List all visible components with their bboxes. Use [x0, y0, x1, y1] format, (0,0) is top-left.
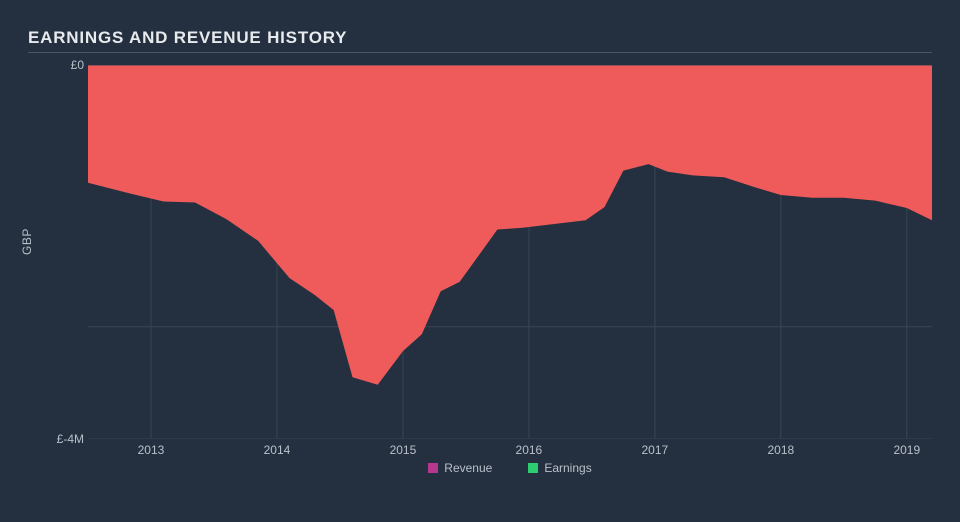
- earnings-area: [88, 65, 932, 385]
- legend-item-revenue: Revenue: [428, 461, 492, 475]
- legend-label-revenue: Revenue: [444, 461, 492, 475]
- x-tick: 2018: [767, 443, 794, 457]
- title-underline: [28, 52, 932, 53]
- plot-area: [88, 65, 932, 439]
- legend-swatch-earnings: [528, 463, 538, 473]
- x-tick: 2016: [516, 443, 543, 457]
- chart-container: EARNINGS AND REVENUE HISTORY GBP £0 £-4M…: [0, 0, 960, 522]
- legend-label-earnings: Earnings: [544, 461, 591, 475]
- y-tick-bottom: £-4M: [42, 432, 84, 446]
- y-tick-top: £0: [42, 58, 84, 72]
- legend-item-earnings: Earnings: [528, 461, 591, 475]
- x-tick: 2015: [390, 443, 417, 457]
- chart-title: EARNINGS AND REVENUE HISTORY: [28, 28, 932, 48]
- x-tick: 2013: [138, 443, 165, 457]
- plot-wrap: GBP £0 £-4M 2013201420152016201720182019…: [28, 55, 932, 475]
- x-axis: 2013 2014 2015 2016 2017 2018 2019: [88, 443, 932, 459]
- x-tick: 2014: [264, 443, 291, 457]
- x-tick: 2017: [642, 443, 669, 457]
- x-tick: 2019: [893, 443, 920, 457]
- area-chart-svg: [88, 65, 932, 439]
- legend-swatch-revenue: [428, 463, 438, 473]
- y-axis-label: GBP: [20, 228, 34, 255]
- legend: Revenue Earnings: [88, 461, 932, 475]
